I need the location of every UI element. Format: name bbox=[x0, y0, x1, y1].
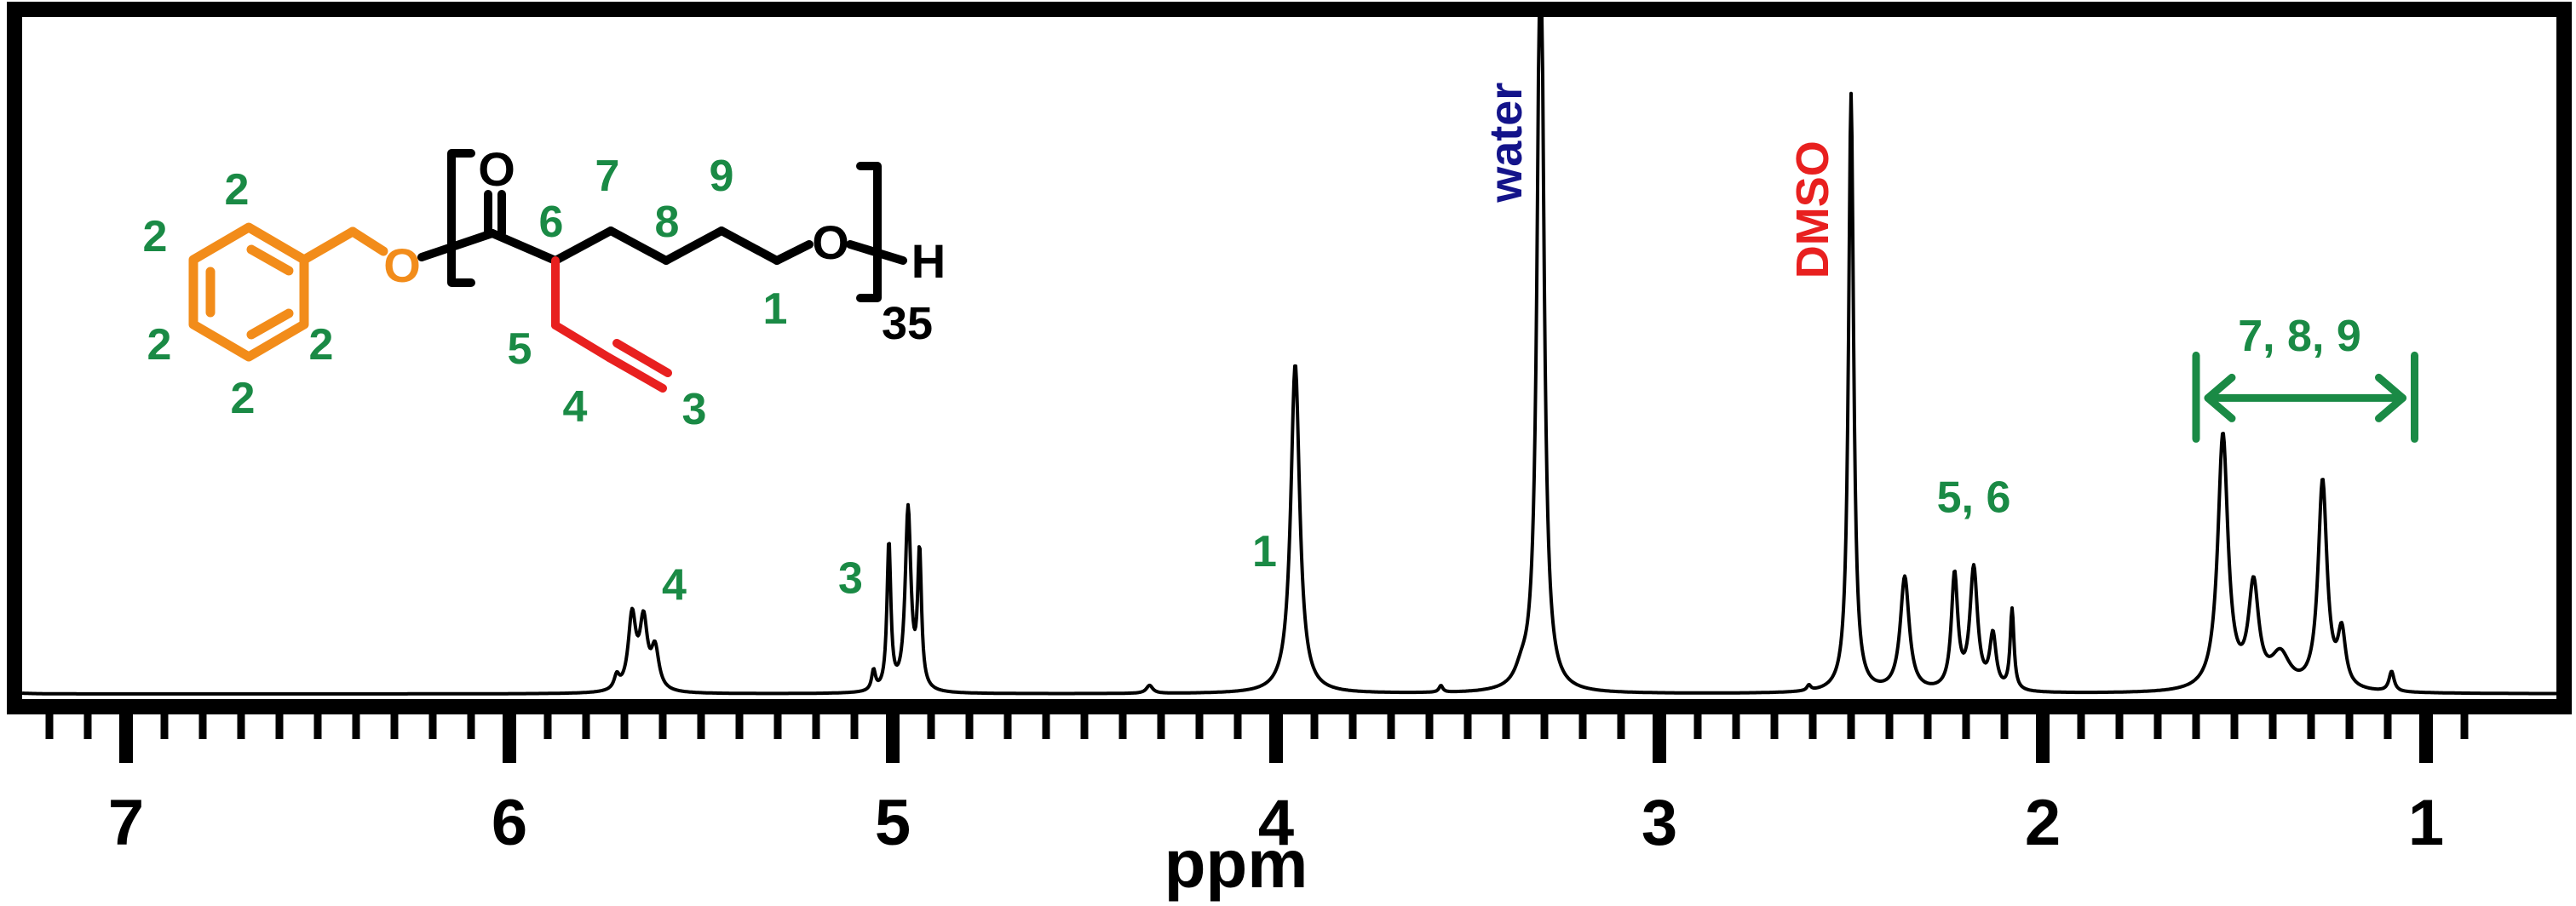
left-bracket bbox=[447, 149, 475, 287]
ester-oxygen: O bbox=[383, 238, 421, 292]
peak-label: 5, 6 bbox=[1937, 473, 2011, 523]
peak-label: 4 bbox=[662, 560, 687, 610]
benzyl-group bbox=[188, 222, 388, 362]
backbone-bond-1-o bbox=[773, 240, 814, 265]
carbonyl-bond bbox=[488, 229, 560, 265]
label-1: 1 bbox=[763, 284, 788, 334]
peak-label: 7, 8, 9 bbox=[2238, 312, 2361, 361]
x-tick-label: 5 bbox=[875, 787, 911, 859]
label-3: 3 bbox=[682, 385, 707, 434]
label-ar-upper-left: 2 bbox=[143, 212, 168, 261]
chemical-structure: O O O H 35 2 2 bbox=[143, 142, 946, 434]
label-ar-top: 2 bbox=[225, 165, 250, 215]
backbone-bond-9-1 bbox=[717, 226, 781, 265]
label-ar-bottom: 2 bbox=[231, 374, 256, 423]
solvent-label: water bbox=[1481, 83, 1532, 204]
structure-numbers: 2 2 2 2 2 6 7 8 9 1 5 4 3 bbox=[143, 152, 788, 434]
end-oxygen: O bbox=[812, 215, 849, 269]
label-4: 4 bbox=[563, 382, 588, 432]
structure-atom-labels: O O H 35 bbox=[478, 142, 946, 349]
label-5: 5 bbox=[508, 324, 532, 374]
allyl-bond-4-3 bbox=[605, 353, 667, 393]
benzyl-ch2-bond-1 bbox=[299, 226, 358, 265]
x-tick-label: 2 bbox=[2025, 787, 2061, 859]
right-bracket bbox=[856, 162, 882, 302]
spectrum-trace bbox=[21, 15, 2557, 696]
ester-o-to-bracket bbox=[417, 229, 497, 261]
aromatic-double-bond-1 bbox=[246, 244, 294, 276]
range-arrow-left-head bbox=[2204, 373, 2236, 422]
solvent-label: DMSO bbox=[1787, 140, 1838, 278]
plot-frame bbox=[7, 2, 2572, 714]
backbone-bond-6-7 bbox=[551, 226, 615, 265]
x-tick-label: 1 bbox=[2408, 787, 2444, 859]
range-arrow-right-head bbox=[2375, 373, 2406, 422]
backbone bbox=[417, 149, 907, 302]
x-tick-label: 7 bbox=[108, 787, 144, 859]
repeat-count: 35 bbox=[882, 298, 933, 349]
label-ar-lower-left: 2 bbox=[147, 320, 172, 370]
aromatic-double-bond-2 bbox=[246, 308, 294, 340]
allyl-double-bond bbox=[612, 339, 672, 377]
benzyl-ch2-bond-2 bbox=[348, 226, 388, 256]
solvent-annotations: water DMSO bbox=[1481, 83, 1838, 279]
end-hydrogen: H bbox=[911, 234, 946, 288]
label-ar-lower-right: 2 bbox=[309, 320, 334, 370]
backbone-bond-7-8 bbox=[607, 226, 670, 265]
peak-label: 3 bbox=[838, 554, 863, 604]
peak-label: 1 bbox=[1252, 527, 1277, 576]
label-8: 8 bbox=[655, 198, 680, 247]
label-9: 9 bbox=[710, 152, 734, 201]
allyl-group bbox=[551, 256, 672, 393]
peak-annotations: 24315, 67, 8, 9 bbox=[662, 312, 2361, 610]
backbone-bond-8-9 bbox=[662, 226, 726, 265]
x-axis-title: ppm bbox=[1164, 826, 1308, 902]
x-axis-tick-labels: 7 6 5 4 3 2 1 bbox=[108, 787, 2444, 859]
x-axis-ticks bbox=[45, 714, 2469, 763]
label-7: 7 bbox=[595, 152, 620, 201]
x-tick-label: 4 bbox=[1258, 787, 1294, 859]
allyl-bond-5-4 bbox=[551, 321, 613, 362]
x-tick-label: 6 bbox=[492, 787, 527, 859]
label-6: 6 bbox=[539, 198, 564, 247]
carbonyl-oxygen: O bbox=[478, 142, 515, 196]
x-tick-label: 3 bbox=[1642, 787, 1677, 859]
range-marker-7-8-9 bbox=[2192, 351, 2418, 443]
